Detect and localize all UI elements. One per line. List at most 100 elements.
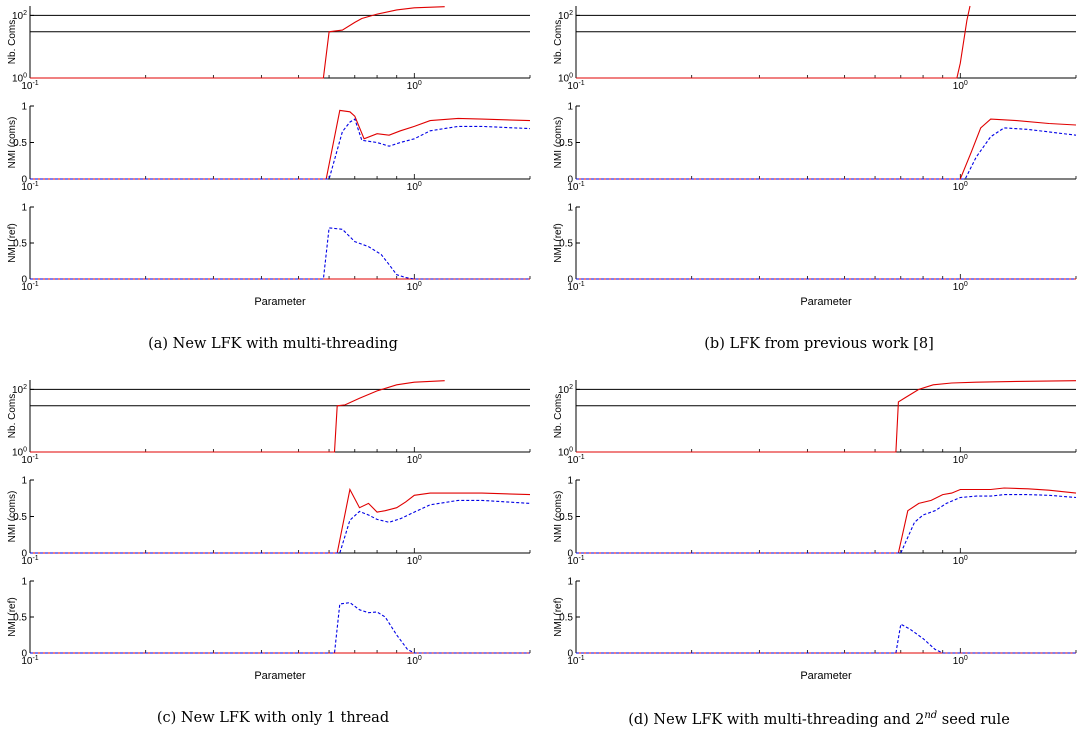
caption-d-suffix: seed rule	[937, 711, 1010, 728]
x-tick-label: 10-1	[567, 181, 584, 193]
x-axis-label: Parameter	[800, 670, 852, 682]
series-line-red-solid	[30, 6, 445, 79]
y-tick-label: 0	[21, 175, 27, 186]
y-tick-label: 1	[21, 102, 27, 113]
y-axis-label: Nb. Coms	[553, 394, 564, 438]
chart-panel-d: 100 102 10-1 100 Nb. Coms 0 0.5 1 10-1 100 NMI (co…	[546, 374, 1092, 748]
y-tick-label: 1	[21, 203, 27, 214]
series-line-blue-dashed	[576, 127, 1077, 180]
x-tick-label: 10-1	[567, 454, 584, 466]
x-tick-label: 10-1	[21, 80, 38, 92]
subplot-a-1: 0 0.5 1 10-1 100 NMI (coms)	[7, 102, 531, 193]
series-line-red-solid	[576, 5, 971, 79]
y-tick-label: 1	[567, 203, 573, 214]
subplot-a-2: 0 0.5 1 10-1 100 NMI (ref)	[7, 203, 531, 293]
chart-caption-c: (c) New LFK with only 1 thread	[156, 710, 390, 726]
series-line-red-solid	[30, 380, 445, 453]
chart-panel-c: 100 102 10-1 100 Nb. Coms 0 0.5 1 10-1 100 NMI (co…	[0, 374, 546, 748]
subplot-b-2: 0 0.5 1 10-1 100 NMI (ref)	[553, 203, 1077, 293]
y-tick-label: 1	[21, 476, 27, 487]
chart-caption-b: (b) LFK from previous work [8]	[704, 336, 934, 352]
x-axis-label: Parameter	[254, 670, 306, 682]
y-tick-label: 0.5	[13, 512, 27, 523]
x-tick-label: 100	[407, 181, 422, 193]
y-tick-label: 1	[567, 476, 573, 487]
x-axis-label: Parameter	[254, 296, 306, 308]
subplot-c-1: 0 0.5 1 10-1 100 NMI (coms)	[7, 476, 531, 567]
y-axis-label: NMI (ref)	[553, 597, 564, 636]
y-tick-label: 0	[21, 649, 27, 660]
y-tick-label: 0	[567, 175, 573, 186]
x-tick-label: 100	[953, 281, 968, 293]
y-tick-label: 0.5	[559, 512, 573, 523]
series-line-red-solid	[576, 380, 1077, 453]
x-tick-label: 100	[407, 80, 422, 92]
series-line-red-solid	[30, 109, 531, 180]
y-tick-label: 0	[567, 649, 573, 660]
series-line-blue-dashed	[576, 623, 1076, 654]
y-axis-label: NMI (ref)	[553, 223, 564, 262]
y-tick-label: 0.5	[559, 138, 573, 149]
series-line-blue-dashed	[30, 499, 531, 554]
y-tick-label: 0.5	[13, 239, 27, 250]
x-tick-label: 100	[953, 454, 968, 466]
chart-caption-a: (a) New LFK with multi-threading	[148, 336, 398, 352]
x-tick-label: 100	[407, 281, 422, 293]
subplot-d-1: 0 0.5 1 10-1 100 NMI (coms)	[553, 476, 1077, 567]
caption-d-prefix: (d) New LFK with multi-threading and 2	[628, 711, 925, 728]
series-line-blue-dashed	[30, 602, 530, 654]
chart-caption-d: (d) New LFK with multi-threading and 2nd…	[546, 710, 1092, 728]
x-tick-label: 100	[953, 181, 968, 193]
x-tick-label: 100	[953, 555, 968, 567]
x-tick-label: 100	[407, 454, 422, 466]
y-tick-label: 1	[567, 102, 573, 113]
series-line-blue-dashed	[576, 494, 1077, 554]
y-axis-label: NMI (ref)	[7, 223, 18, 262]
x-tick-label: 100	[407, 655, 422, 667]
x-tick-label: 100	[953, 80, 968, 92]
x-tick-label: 10-1	[567, 655, 584, 667]
x-tick-label: 10-1	[21, 555, 38, 567]
y-axis-label: NMI (ref)	[7, 597, 18, 636]
y-tick-label: 0	[21, 549, 27, 560]
series-line-red-solid	[30, 487, 531, 554]
caption-d-superscript: nd	[924, 710, 938, 721]
y-tick-label: 0.5	[559, 239, 573, 250]
y-axis-label: Nb. Coms	[553, 20, 564, 64]
subplot-d-2: 0 0.5 1 10-1 100 NMI (ref)	[553, 577, 1077, 667]
x-tick-label: 100	[953, 655, 968, 667]
series-line-red-solid	[576, 487, 1077, 554]
y-tick-label: 0	[567, 549, 573, 560]
y-tick-label: 0	[567, 275, 573, 286]
y-axis-label: NMI (coms)	[553, 117, 564, 169]
y-axis-label: Nb. Coms	[7, 20, 18, 64]
x-tick-label: 10-1	[567, 80, 584, 92]
x-tick-label: 10-1	[21, 454, 38, 466]
x-axis-label: Parameter	[800, 296, 852, 308]
chart-panel-a: 100 102 10-1 100 Nb. Coms 0 0.5 1 10-1 100 NMI (co…	[0, 0, 546, 374]
y-axis-label: NMI (coms)	[553, 491, 564, 543]
subplot-b-1: 0 0.5 1 10-1 100 NMI (coms)	[553, 102, 1077, 193]
y-tick-label: 0.5	[13, 138, 27, 149]
subplot-c-2: 0 0.5 1 10-1 100 NMI (ref)	[7, 577, 531, 667]
y-axis-label: Nb. Coms	[7, 394, 18, 438]
y-tick-label: 1	[21, 577, 27, 588]
x-tick-label: 100	[407, 555, 422, 567]
y-tick-label: 1	[567, 577, 573, 588]
y-tick-label: 0.5	[13, 613, 27, 624]
chart-panel-b: 100 102 10-1 100 Nb. Coms 0 0.5 1 10-1 100 NMI (co…	[546, 0, 1092, 374]
series-line-red-solid	[576, 118, 1077, 180]
y-tick-label: 0	[21, 275, 27, 286]
x-tick-label: 10-1	[567, 281, 584, 293]
x-tick-label: 10-1	[21, 281, 38, 293]
x-tick-label: 10-1	[21, 181, 38, 193]
y-tick-label: 0.5	[559, 613, 573, 624]
